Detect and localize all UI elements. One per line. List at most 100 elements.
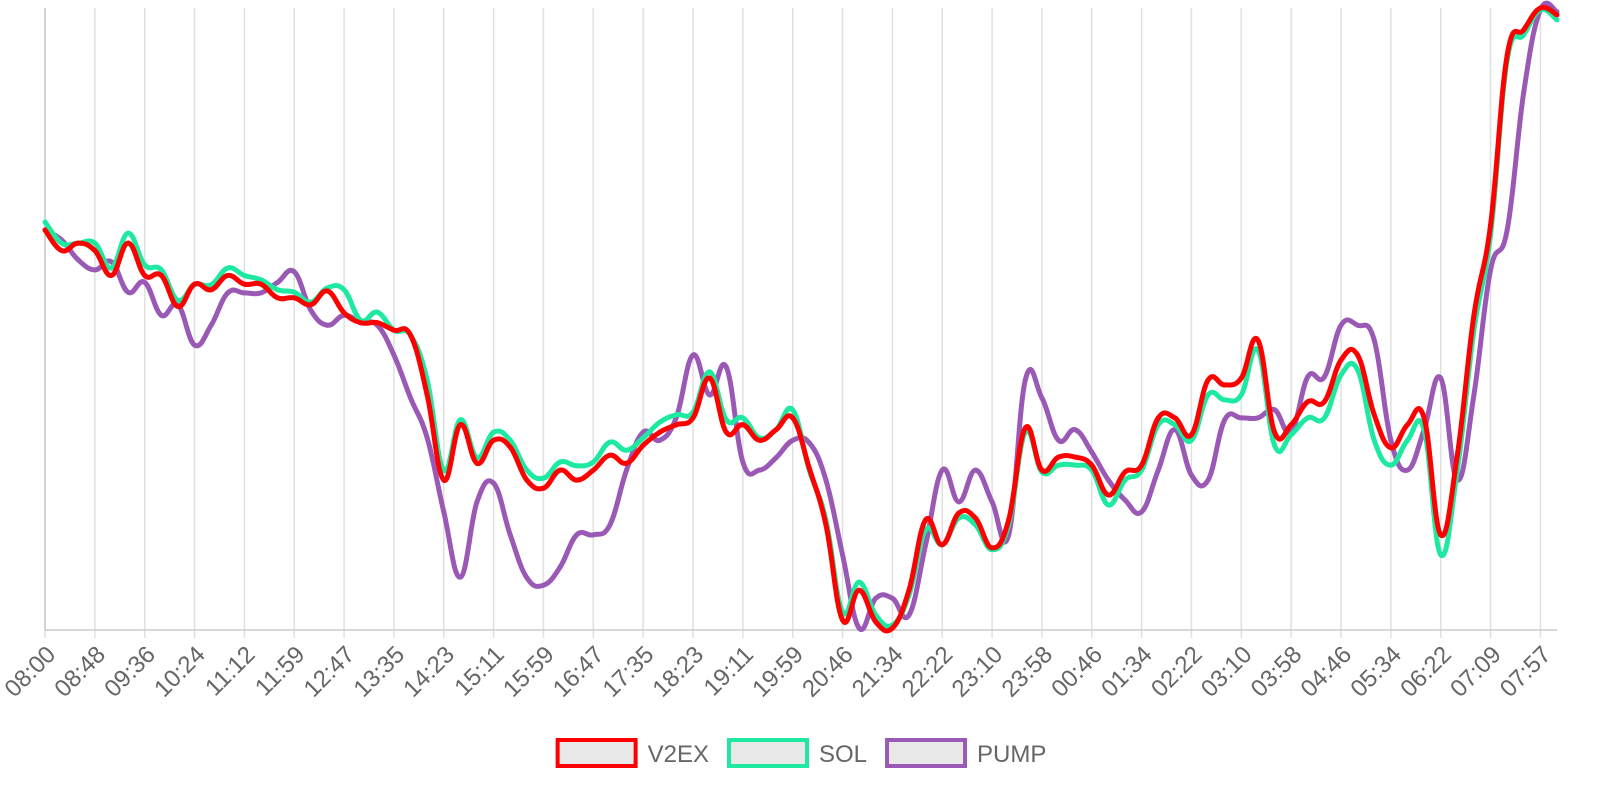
data-point <box>175 304 181 310</box>
data-point <box>308 302 314 308</box>
x-tick-label: 17:35 <box>598 641 660 703</box>
data-point <box>457 417 463 423</box>
data-point <box>1272 442 1278 448</box>
data-point <box>1122 497 1128 503</box>
data-point <box>939 467 945 473</box>
data-point <box>1205 392 1211 398</box>
data-point <box>208 287 214 293</box>
x-tick-label: 03:10 <box>1196 641 1258 703</box>
data-point <box>1488 222 1494 228</box>
data-point <box>1188 472 1194 478</box>
x-tick-label: 04:46 <box>1296 641 1358 703</box>
data-point <box>673 422 679 428</box>
data-point <box>1404 437 1410 443</box>
data-point <box>275 295 281 301</box>
data-point <box>1255 415 1261 421</box>
data-point <box>1537 5 1543 11</box>
data-point <box>740 459 746 465</box>
data-point <box>624 447 630 453</box>
x-tick-label: 07:09 <box>1445 641 1507 703</box>
data-point <box>142 279 148 285</box>
data-point <box>308 307 314 313</box>
x-tick-label: 06:22 <box>1395 641 1457 703</box>
x-tick-label: 15:59 <box>498 641 560 703</box>
data-point <box>241 281 247 287</box>
data-point <box>723 417 729 423</box>
data-point <box>1355 322 1361 328</box>
data-point <box>258 281 264 287</box>
data-point <box>1438 532 1444 538</box>
x-tick-label: 19:59 <box>747 641 809 703</box>
data-point <box>59 240 65 246</box>
data-point <box>175 297 181 303</box>
x-tick-label: 11:12 <box>200 641 260 701</box>
data-point <box>1388 445 1394 451</box>
data-point <box>1504 227 1510 233</box>
data-point <box>225 272 231 278</box>
x-tick-label: 19:11 <box>699 641 759 701</box>
data-point <box>258 277 264 283</box>
data-point <box>673 412 679 418</box>
data-point <box>590 467 596 473</box>
x-tick-label: 16:47 <box>548 641 610 703</box>
data-point <box>723 429 729 435</box>
data-point <box>972 467 978 473</box>
data-point <box>972 515 978 521</box>
data-point <box>790 407 796 413</box>
series-line <box>42 4 1559 634</box>
data-point <box>989 499 995 505</box>
data-point <box>225 265 231 271</box>
data-point <box>1072 462 1078 468</box>
data-point <box>457 574 463 580</box>
data-point <box>457 422 463 428</box>
x-tick-label: 05:34 <box>1345 641 1407 703</box>
data-point <box>574 532 580 538</box>
data-point <box>1305 374 1311 380</box>
data-point <box>524 575 530 581</box>
x-tick-label: 08:48 <box>49 641 111 703</box>
data-point <box>291 295 297 301</box>
data-point <box>956 510 962 516</box>
data-point <box>491 480 497 486</box>
legend-swatch <box>555 738 638 768</box>
data-point <box>1371 412 1377 418</box>
data-point <box>1122 469 1128 475</box>
data-point <box>1139 509 1145 515</box>
data-point <box>1222 417 1228 423</box>
data-point <box>75 240 81 246</box>
x-tick-label: 18:23 <box>648 641 710 703</box>
data-point <box>1205 477 1211 483</box>
data-point <box>1022 377 1028 383</box>
data-point <box>507 437 513 443</box>
data-point <box>740 415 746 421</box>
x-tick-label: 23:10 <box>947 641 1009 703</box>
data-point <box>906 587 912 593</box>
data-point <box>1022 425 1028 431</box>
data-point <box>1155 415 1161 421</box>
data-point <box>1338 322 1344 328</box>
data-point <box>275 287 281 293</box>
data-point <box>690 352 696 358</box>
x-tick-label: 14:23 <box>398 641 460 703</box>
data-point <box>42 227 48 233</box>
data-point <box>1355 367 1361 373</box>
data-point <box>1438 375 1444 381</box>
data-point <box>1238 375 1244 381</box>
data-point <box>491 429 497 435</box>
data-point <box>557 467 563 473</box>
data-point <box>474 499 480 505</box>
x-tick-label: 02:22 <box>1146 641 1208 703</box>
data-point <box>507 444 513 450</box>
data-point <box>856 625 862 631</box>
data-point <box>1305 399 1311 405</box>
data-point <box>324 322 330 328</box>
data-point <box>1056 454 1062 460</box>
data-point <box>1521 89 1527 95</box>
x-tick-label: 11:59 <box>250 641 310 701</box>
data-point <box>557 459 563 465</box>
x-tick-label: 23:58 <box>996 641 1058 703</box>
data-point <box>1272 429 1278 435</box>
data-point <box>690 415 696 421</box>
data-point <box>1272 407 1278 413</box>
data-point <box>142 262 148 268</box>
